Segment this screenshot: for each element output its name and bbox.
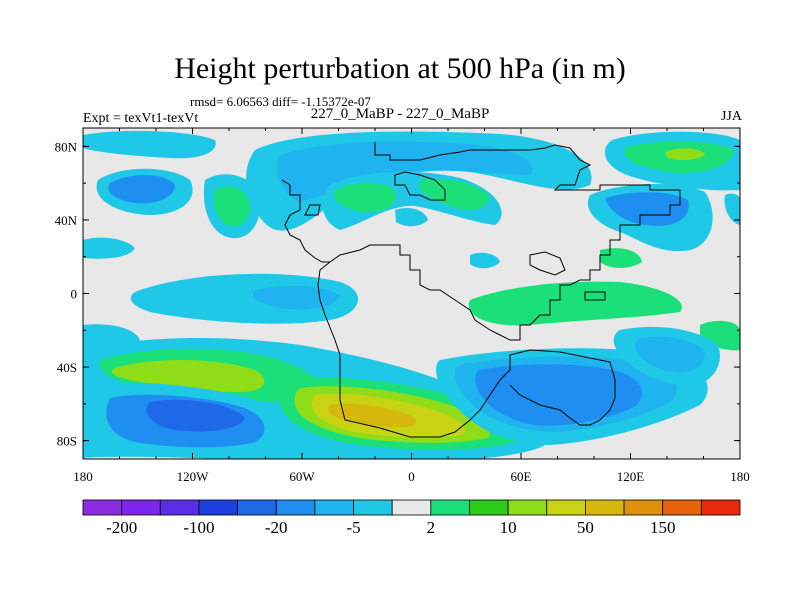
colorbar-swatch bbox=[430, 499, 470, 516]
x-tick-label: 180 bbox=[73, 469, 93, 484]
coastline-outlines bbox=[281, 142, 681, 438]
colorbar-label: 150 bbox=[650, 518, 676, 537]
contour-region bbox=[252, 285, 340, 310]
contour-region bbox=[83, 130, 216, 159]
colorbar-swatch bbox=[662, 499, 702, 516]
colorbar-label: 50 bbox=[577, 518, 594, 537]
contour-region bbox=[395, 208, 428, 227]
colorbar-swatch bbox=[82, 499, 123, 516]
contour-region bbox=[635, 336, 705, 373]
experiment-label: Expt = texVt1-texVt bbox=[83, 111, 199, 126]
colorbar-swatch bbox=[546, 499, 586, 516]
stats-text: rmsd= 6.06563 diff= -1.15372e-07 bbox=[190, 94, 371, 109]
colorbar-swatch bbox=[198, 499, 238, 516]
contour-region bbox=[108, 174, 175, 204]
y-tick-label: 80S bbox=[57, 434, 77, 449]
coastline bbox=[529, 251, 566, 276]
colorbar-label: -20 bbox=[265, 518, 288, 537]
colorbar-label: 2 bbox=[427, 518, 436, 537]
coastline bbox=[317, 142, 681, 438]
contour-region bbox=[475, 364, 642, 426]
x-tick-label: 60W bbox=[289, 469, 315, 484]
contour-region bbox=[470, 252, 500, 269]
colorbar: -200 -100 -20 -5 2 10 50 150 bbox=[82, 499, 741, 537]
coastline bbox=[584, 291, 606, 301]
colorbar-swatch bbox=[700, 499, 741, 516]
colorbar-swatch bbox=[314, 499, 354, 516]
contour-region bbox=[146, 399, 245, 432]
season-label: JJA bbox=[720, 109, 742, 124]
coastline bbox=[394, 171, 446, 201]
colorbar-label: -5 bbox=[346, 518, 360, 537]
colorbar-swatch bbox=[469, 499, 509, 516]
y-tick-label: 40N bbox=[55, 213, 78, 228]
contour-region bbox=[605, 192, 689, 226]
x-tick-label: 0 bbox=[408, 469, 415, 484]
colorbar-label: 10 bbox=[500, 518, 517, 537]
colorbar-label: -200 bbox=[106, 518, 137, 537]
y-tick-label: 40S bbox=[57, 360, 77, 375]
x-tick-label: 60E bbox=[511, 469, 532, 484]
map-panel bbox=[83, 128, 740, 459]
case-label: 227_0_MaBP - 227_0_MaBP bbox=[310, 106, 490, 122]
colorbar-swatch bbox=[159, 499, 200, 516]
contour-region bbox=[419, 178, 490, 211]
coastline bbox=[281, 179, 330, 263]
x-tick-label: 120E bbox=[617, 469, 645, 484]
y-tick-label: 80N bbox=[55, 139, 78, 154]
contour-region bbox=[213, 186, 250, 227]
colorbar-swatch bbox=[121, 499, 161, 516]
x-axis: 180 120W 60W 0 60E 120E 180 bbox=[73, 128, 750, 484]
colorbar-swatch bbox=[391, 499, 432, 516]
colorbar-label: -100 bbox=[183, 518, 214, 537]
coastline bbox=[304, 204, 321, 216]
x-tick-label: 180 bbox=[730, 469, 750, 484]
contour-region bbox=[333, 182, 396, 213]
contour-region bbox=[468, 281, 682, 326]
colorbar-swatch bbox=[585, 499, 625, 516]
x-tick-label: 120W bbox=[177, 469, 210, 484]
colorbar-swatch bbox=[353, 499, 393, 516]
plot-title: Height perturbation at 500 hPa (in m) bbox=[174, 52, 626, 85]
colorbar-swatch bbox=[623, 499, 664, 516]
contour-region bbox=[83, 237, 135, 259]
contour-region bbox=[665, 148, 705, 161]
colorbar-swatch bbox=[237, 499, 277, 516]
y-axis: 80N 40N 0 40S 80S bbox=[55, 139, 740, 449]
colorbar-swatch bbox=[507, 499, 548, 516]
colorbar-swatch bbox=[275, 499, 316, 516]
y-tick-label: 0 bbox=[71, 287, 78, 302]
contour-region bbox=[724, 193, 740, 225]
contour-region bbox=[111, 359, 265, 392]
